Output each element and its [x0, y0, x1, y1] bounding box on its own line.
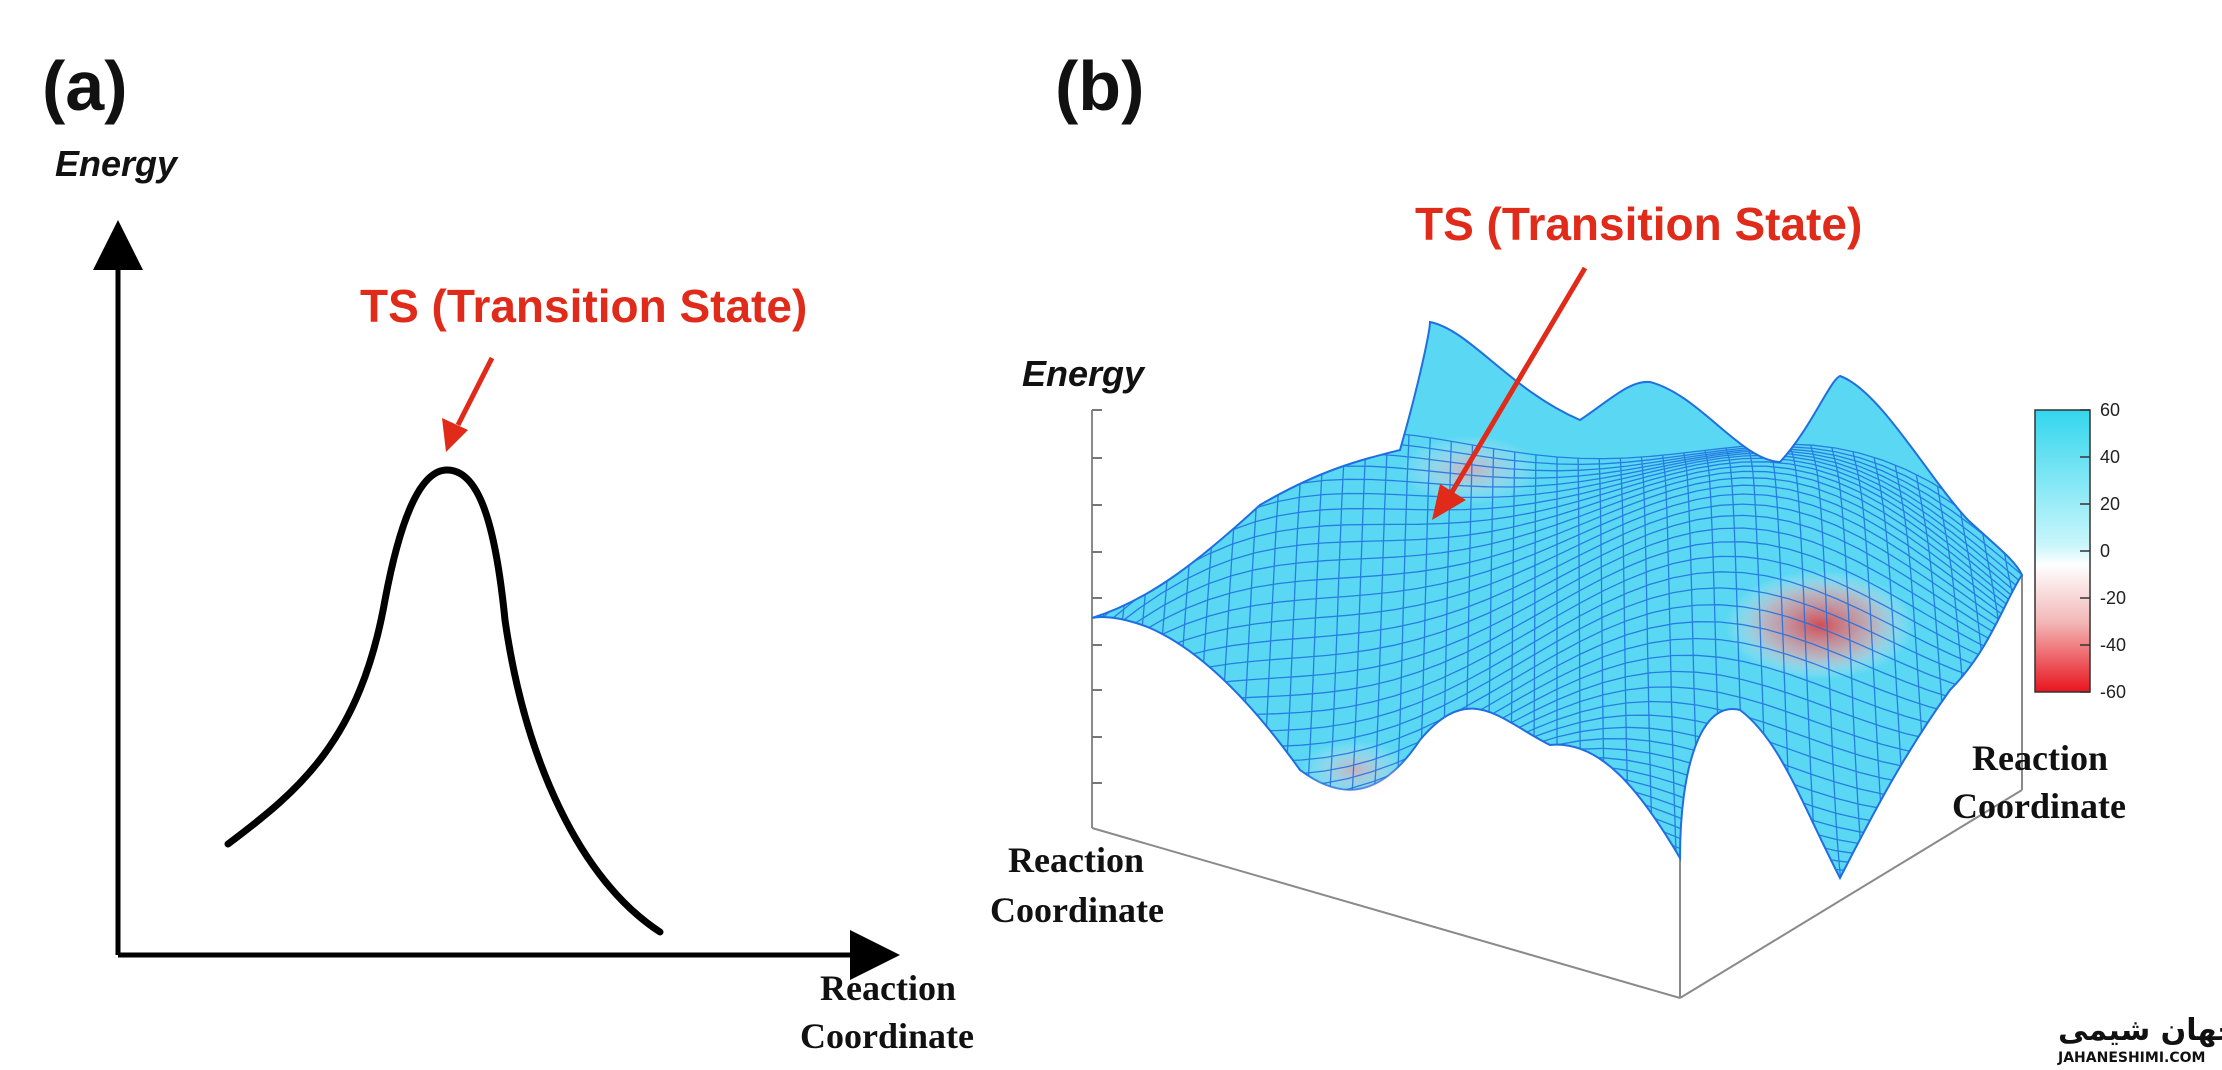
panel-a-x-axis-title-line2: Coordinate — [800, 1016, 974, 1056]
mesh-line — [1174, 478, 1220, 878]
panel-b-left-axis-title-line2: Coordinate — [990, 890, 1164, 930]
energy-profile-curve — [224, 466, 664, 936]
panel-b-ts-arrow — [1449, 266, 1588, 494]
colorbar-tick-label: -60 — [2100, 682, 2126, 702]
colorbar-tick-label: 60 — [2100, 400, 2120, 420]
mesh-line — [1809, 444, 1845, 878]
mesh-line — [1640, 456, 1654, 854]
panel-b-z-axis-title: Energy — [1022, 353, 1146, 394]
panel-b-left-axis-title-line1: Reaction — [1008, 840, 1144, 880]
mesh-line — [1092, 568, 1114, 878]
colorbar-tick-label: -40 — [2100, 635, 2126, 655]
colorbar-tick-label: 0 — [2100, 541, 2110, 561]
panel-a-y-axis-title: Energy — [55, 143, 179, 184]
mesh-line — [1092, 790, 2022, 878]
panel-b-right-axis-title-line2: Coordinate — [1952, 786, 2126, 826]
panel-b-ts-arrowhead — [1432, 484, 1466, 520]
surface-plot-box — [1091, 410, 2023, 999]
panel-a-x-axis-title-line1: Reaction — [820, 968, 956, 1008]
colorbar-tick-label: 20 — [2100, 494, 2120, 514]
mesh-line — [1092, 811, 2022, 878]
panel-b-label: (b) — [1055, 47, 1144, 125]
mesh-line — [1662, 455, 1677, 862]
panel-b: (b) Energy — [990, 47, 2126, 999]
colorbar: 60 40 20 0 -20 -40 -60 — [2034, 400, 2126, 702]
mesh-line — [1092, 797, 2022, 878]
potential-energy-surface — [1091, 320, 2024, 881]
z-axis-ticks — [1092, 409, 1102, 784]
colorbar-tick-label: -20 — [2100, 588, 2126, 608]
panel-a: (a) Energy TS (Transition State) Reactio… — [42, 47, 974, 1056]
panel-a-ts-arrowhead — [442, 418, 468, 452]
logo-persian-text: جهان شیمی — [2058, 1013, 2222, 1048]
colorbar-tick-label: 40 — [2100, 447, 2120, 467]
mesh-line — [2000, 529, 2022, 852]
mesh-line — [1619, 458, 1630, 846]
mesh-line — [1092, 803, 2022, 878]
panel-a-ts-arrow — [455, 356, 495, 427]
panel-b-right-axis-title-line1: Reaction — [1972, 738, 2108, 778]
panel-a-label: (a) — [42, 47, 128, 125]
logo-latin-text: JAHANESHIMI.COM — [2057, 1050, 2205, 1066]
site-logo: جهان شیمی JAHANESHIMI.COM — [2057, 1013, 2222, 1066]
panel-a-ts-label: TS (Transition State) — [360, 280, 807, 332]
panel-b-ts-label: TS (Transition State) — [1415, 198, 1862, 250]
